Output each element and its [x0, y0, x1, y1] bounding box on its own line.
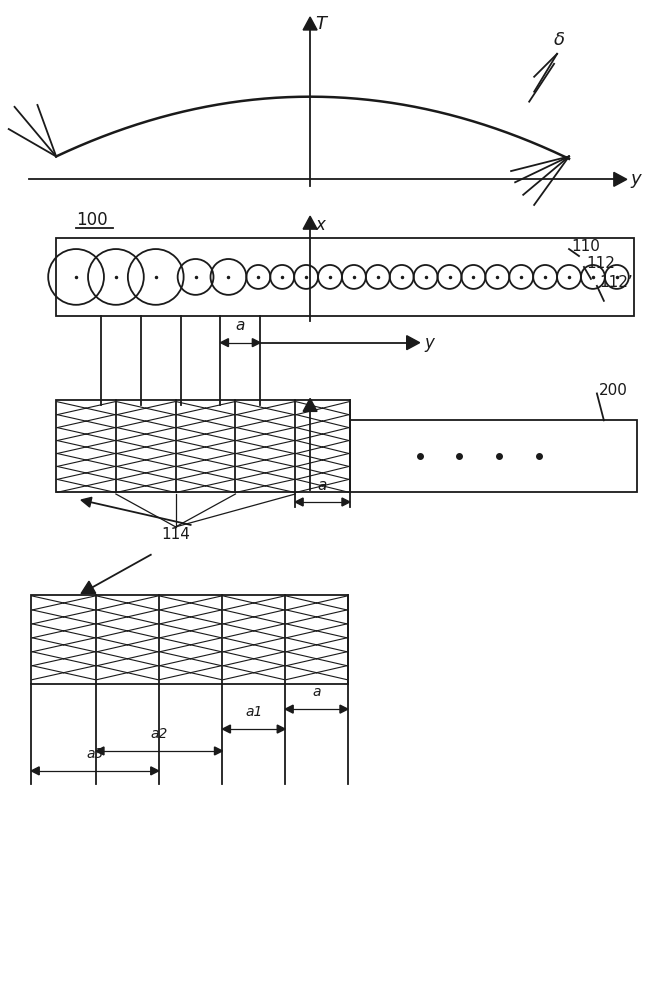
Polygon shape: [222, 725, 230, 733]
Polygon shape: [151, 767, 159, 775]
Text: 114: 114: [161, 527, 190, 542]
Polygon shape: [342, 498, 350, 506]
Text: 110: 110: [571, 239, 600, 254]
Text: a: a: [317, 478, 327, 493]
Text: y: y: [425, 334, 434, 352]
Text: δ: δ: [554, 31, 565, 49]
Text: 100: 100: [76, 211, 108, 229]
Polygon shape: [31, 767, 39, 775]
Polygon shape: [220, 339, 228, 347]
Polygon shape: [303, 398, 317, 411]
Polygon shape: [295, 498, 303, 506]
Polygon shape: [253, 339, 261, 347]
Text: a: a: [236, 318, 245, 333]
Text: x: x: [315, 216, 325, 234]
Polygon shape: [303, 216, 317, 229]
Polygon shape: [340, 705, 348, 713]
Bar: [31, 595, 348, 684]
Text: a2: a2: [150, 727, 168, 741]
Polygon shape: [81, 581, 96, 594]
Text: a3: a3: [86, 747, 104, 761]
Bar: [350, 420, 637, 492]
Polygon shape: [407, 336, 420, 350]
Text: 112ʼ: 112ʼ: [599, 275, 633, 290]
Text: 200: 200: [599, 383, 628, 398]
Text: a1: a1: [245, 705, 263, 719]
Text: 112: 112: [586, 256, 615, 271]
Polygon shape: [285, 705, 293, 713]
Text: y: y: [631, 170, 641, 188]
Bar: [56, 400, 350, 492]
Polygon shape: [303, 17, 317, 30]
Polygon shape: [277, 725, 285, 733]
Polygon shape: [214, 747, 222, 755]
Polygon shape: [96, 747, 104, 755]
Bar: [56, 238, 634, 316]
Polygon shape: [81, 497, 92, 507]
Text: a: a: [313, 685, 321, 699]
Text: T: T: [315, 15, 326, 33]
Polygon shape: [614, 172, 627, 186]
